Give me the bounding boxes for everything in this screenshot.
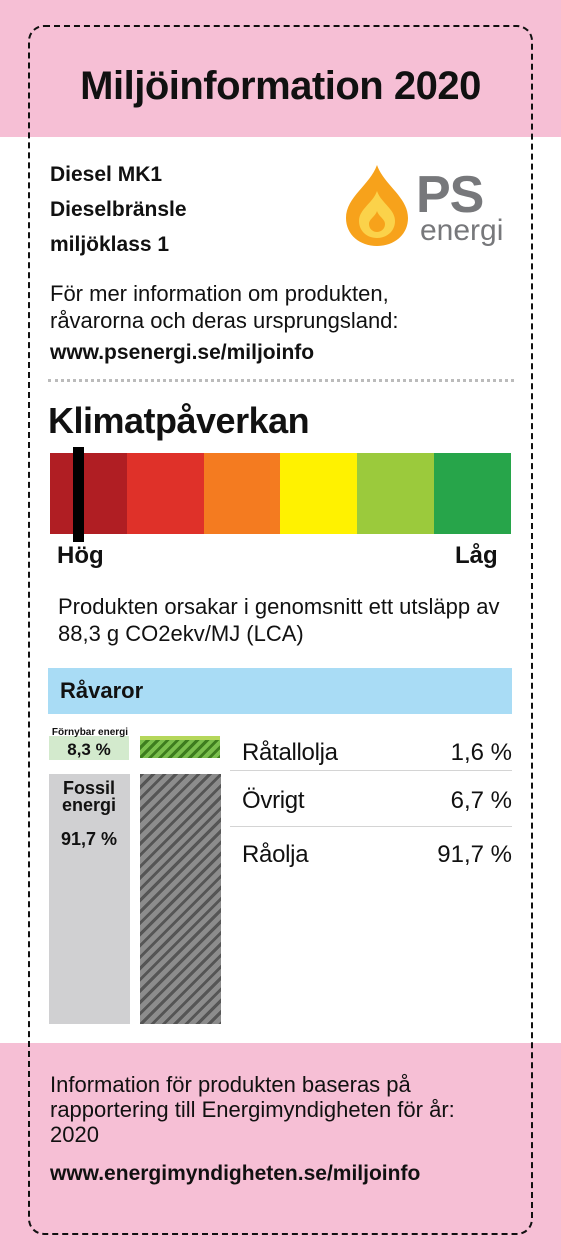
fossil-bar: [49, 774, 130, 1024]
page-title: Miljöinformation 2020: [80, 64, 481, 108]
raw-materials-title: Råvaror: [60, 678, 144, 703]
fossil-label-line2: energi: [61, 795, 117, 815]
scale-segment-6: [434, 453, 511, 534]
row-value-raolja: 91,7 %: [437, 841, 512, 868]
fossil-percent: 91,7 %: [60, 829, 118, 849]
product-name: Diesel MK1: [50, 163, 163, 186]
scale-segment-1: [50, 453, 127, 534]
emission-description: Produkten orsakar i genomsnitt ett utslä…: [58, 594, 500, 646]
scale-segment-5: [357, 453, 435, 534]
high-label: Hög: [57, 542, 104, 569]
row-divider: [230, 826, 512, 827]
dotted-divider: [48, 379, 514, 382]
fossil-hatch-bar: [140, 774, 221, 1024]
footer-url[interactable]: www.energimyndigheten.se/miljoinfo: [50, 1162, 421, 1185]
climate-scale: [50, 453, 511, 534]
climate-title: Klimatpåverkan: [48, 400, 310, 441]
footer-text: Information för produkten baseras på rap…: [50, 1072, 455, 1147]
scale-segment-3: [203, 453, 281, 534]
low-label: Låg: [455, 542, 498, 569]
ps-energi-logo: PS energi: [340, 163, 520, 248]
scale-segment-4: [280, 453, 358, 534]
renewable-label: Förnybar energi: [51, 727, 129, 738]
raw-materials-header: [48, 668, 512, 714]
scale-segment-2: [126, 453, 204, 534]
product-class: miljöklass 1: [50, 233, 170, 256]
renewable-hatch-bar: [140, 736, 220, 758]
info-text: För mer information om produkten, råvaro…: [50, 281, 399, 333]
footer-band: [0, 1043, 561, 1260]
row-divider: [230, 770, 512, 771]
dashed-frame: [28, 25, 533, 1235]
row-value-ratallolja: 1,6 %: [450, 739, 512, 766]
logo-sub: energi: [420, 214, 504, 247]
header-band: [0, 0, 561, 137]
info-url[interactable]: www.psenergi.se/miljoinfo: [50, 341, 315, 364]
row-label-raolja: Råolja: [242, 841, 309, 868]
row-label-ratallolja: Råtallolja: [242, 739, 338, 766]
fossil-label: Fossil energi: [49, 778, 129, 815]
row-value-ovrigt: 6,7 %: [450, 787, 512, 814]
fossil-label-line1: Fossil: [62, 778, 115, 798]
renewable-bar: [49, 736, 129, 760]
renewable-hatch-top: [140, 736, 220, 740]
product-type: Dieselbränsle: [50, 198, 187, 221]
row-label-ovrigt: Övrigt: [242, 787, 305, 814]
climate-marker: [73, 447, 84, 542]
renewable-percent: 8,3 %: [67, 740, 111, 759]
logo-brand: PS: [416, 166, 484, 224]
flame-icon: [346, 165, 408, 246]
